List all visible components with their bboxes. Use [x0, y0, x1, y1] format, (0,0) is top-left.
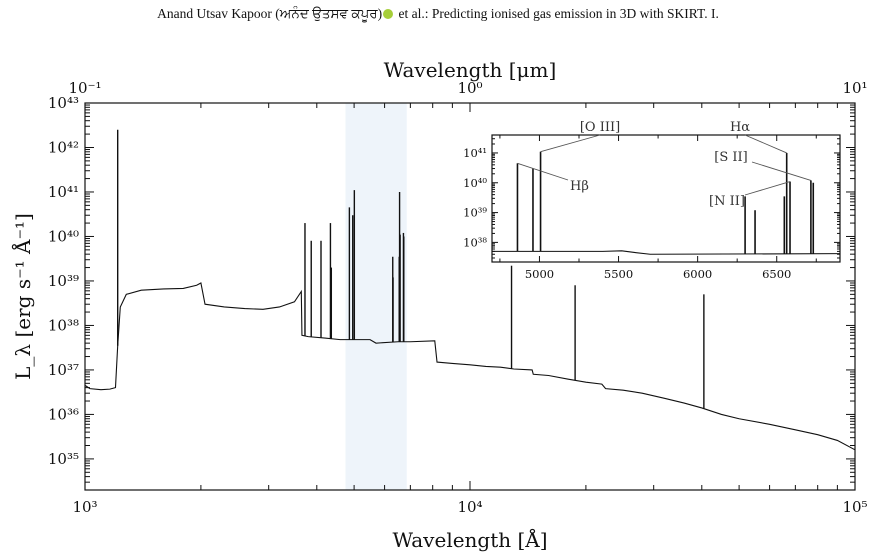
line-annotation-label: [S II]: [714, 150, 747, 165]
y-tick-label: 10⁴¹: [48, 183, 79, 201]
inset-y-tick-label: 10⁴⁰: [463, 176, 487, 190]
annotation-leader: [744, 181, 791, 196]
header-title-tail: et al.: Predicting ionised gas emission …: [395, 6, 719, 21]
x-top-tick-label: 10⁰: [457, 79, 482, 97]
y-tick-label: 10³⁸: [48, 316, 79, 334]
annotation-leader: [517, 162, 569, 181]
y-tick-label: 10⁴³: [48, 94, 79, 112]
orcid-icon[interactable]: [383, 9, 394, 19]
inset-y-tick-label: 10³⁸: [463, 235, 487, 249]
annotation-leader: [540, 134, 601, 153]
inset-x-tick-label: 5000: [525, 267, 554, 281]
inset-axis-ticks: 5000 5500 6000 6500 10³⁸ 10³⁹ 10⁴⁰ 10⁴¹: [463, 134, 840, 281]
main-spectrum: [84, 282, 856, 451]
line-annotation-label: [N II]: [709, 194, 745, 209]
y-tick-label: 10⁴⁰: [48, 227, 79, 245]
header-authors-pre: Anand Utsav Kapoor (: [157, 6, 280, 21]
y-tick-label: 10⁴²: [48, 138, 79, 156]
x-tick-label: 10³: [72, 498, 97, 516]
continuum-curve: [84, 282, 856, 451]
x-top-tick-label: 10⁻¹: [68, 79, 101, 97]
header-authors-post: ): [377, 6, 383, 21]
emission-lines: [116, 129, 705, 409]
inset-x-tick-label: 5500: [604, 267, 633, 281]
x-axis-title: Wavelength [Å]: [392, 527, 547, 552]
header-authors-punjabi: ਅਨੰਦ ਉਤਸਵ ਕਪੂਰ: [279, 6, 378, 21]
highlight-band: [345, 103, 407, 490]
y-tick-label: 10³⁶: [48, 405, 79, 423]
y-tick-label: 10³⁷: [48, 361, 79, 379]
annotation-leader: [751, 161, 812, 181]
y-tick-label: 10³⁵: [48, 450, 79, 468]
y-axis-title: L_λ [erg s⁻¹ Å⁻¹]: [10, 213, 35, 380]
inset-y-tick-label: 10³⁹: [463, 206, 487, 220]
x-top-axis-title: Wavelength [μm]: [384, 58, 557, 82]
x-top-tick-label: 10¹: [842, 79, 867, 97]
inset-y-tick-label: 10⁴¹: [463, 146, 487, 160]
line-annotation-label: [O III]: [580, 120, 620, 135]
main-axis-ticks: 10³ 10⁴ 10⁵ 10⁻¹ 10⁰ 10¹ 10³⁵ 10³⁶ 10³⁷ 10³⁸ 10³⁹ 1…: [48, 79, 868, 516]
annotation-leader: [744, 134, 787, 154]
inset-background: [492, 135, 840, 262]
inset-line-annotations: [O III] Hβ Hα [S II] [N II]: [517, 120, 812, 209]
inset-x-tick-label: 6000: [683, 267, 712, 281]
line-annotation-label: Hα: [730, 120, 750, 135]
x-tick-label: 10⁵: [842, 498, 867, 516]
x-tick-label: 10⁴: [457, 498, 482, 516]
inset-emission-lines: [516, 151, 815, 254]
inset-continuum-curve: [492, 250, 841, 255]
inset-x-tick-label: 6500: [762, 267, 791, 281]
y-tick-label: 10³⁹: [48, 272, 79, 290]
line-annotation-label: Hβ: [570, 179, 589, 194]
page-header: Anand Utsav Kapoor (ਅਨੰਦ ਉਤਸਵ ਕਪੂਰ) et a…: [0, 6, 876, 22]
